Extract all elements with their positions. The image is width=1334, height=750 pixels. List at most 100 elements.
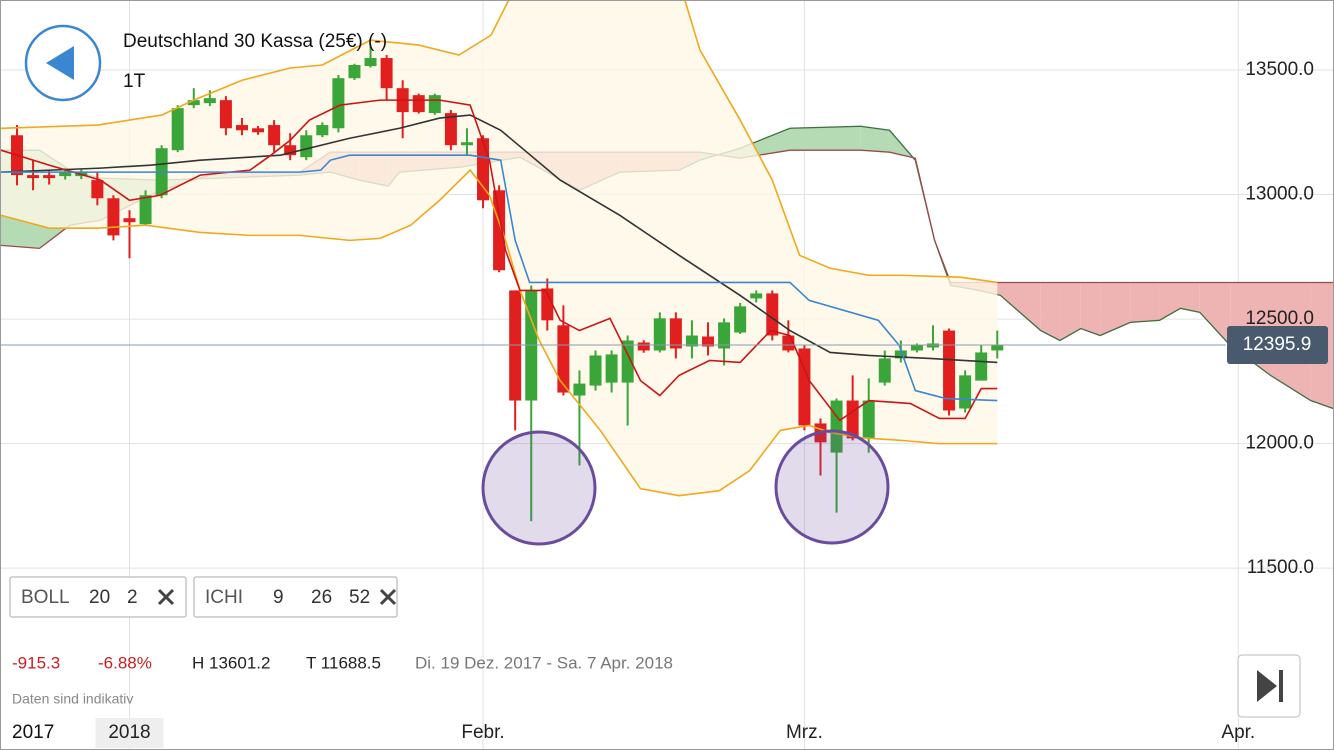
candle-body <box>589 355 602 386</box>
candle-body <box>750 293 763 299</box>
change: -915.3 <box>12 653 60 672</box>
cloud-segment <box>1059 282 1081 341</box>
candle-body <box>975 352 988 381</box>
candle-body <box>991 344 1004 351</box>
candle-body <box>107 198 120 236</box>
back-arrow[interactable] <box>46 46 74 80</box>
candle-body <box>460 142 473 146</box>
candle-body <box>139 195 152 225</box>
high: H 13601.2 <box>192 653 270 672</box>
period-label: 2017 <box>12 722 54 743</box>
candle-body <box>894 350 907 359</box>
chip-name: ICHI <box>205 587 243 608</box>
overlay-line <box>0 0 998 284</box>
candle-body <box>702 336 715 347</box>
x-tick-label: Mrz. <box>786 722 823 743</box>
highlight-circle <box>481 430 597 546</box>
last-price-box <box>1227 326 1328 365</box>
candle-body <box>27 175 40 179</box>
candle-body <box>798 348 811 426</box>
cloud-segment <box>1130 282 1160 323</box>
candle-body <box>718 322 731 349</box>
last-price-label: 12395.9 <box>1243 334 1312 355</box>
candle-body <box>621 340 634 383</box>
candle-body <box>653 318 666 351</box>
chip-param: 26 <box>311 587 332 608</box>
cloud-segment <box>1100 282 1131 336</box>
candle-body <box>316 125 329 136</box>
title: Deutschland 30 Kassa (25€) (-) <box>123 31 387 52</box>
candle-body <box>685 335 698 347</box>
cloud-segment <box>1199 282 1231 346</box>
highlight-circle <box>774 429 890 545</box>
candle-body <box>252 128 265 133</box>
y-tick-label: 11500.0 <box>1247 557 1314 578</box>
period-box <box>4 718 88 748</box>
y-tick-label: 13500.0 <box>1245 59 1314 80</box>
indicator-chips: BOLL 20 2 ICHI 9 26 52 <box>9 576 398 618</box>
change-pct: -6.88% <box>98 653 152 672</box>
candle-body <box>557 325 570 393</box>
candle-body <box>380 58 393 89</box>
y-tick-label: 12000.0 <box>1245 433 1314 454</box>
candle-body <box>187 100 200 106</box>
y-tick-label: 12500.0 <box>1245 308 1314 329</box>
chip-close[interactable] <box>379 588 397 606</box>
date-range: Di. 19 Dez. 2017 - Sa. 7 Apr. 2018 <box>415 653 673 672</box>
candle-body <box>669 318 682 349</box>
overlay-line <box>0 99 998 422</box>
chip-name: BOLL <box>21 587 70 608</box>
candle-body <box>910 345 923 351</box>
cloud-segment <box>1000 282 1041 331</box>
candle-body <box>734 306 747 333</box>
candle-body <box>605 354 618 383</box>
candle-body <box>943 330 956 411</box>
candle-body <box>766 293 779 336</box>
candle-body <box>493 190 506 271</box>
candle-body <box>637 342 650 351</box>
overlay-line <box>0 114 998 364</box>
interval: 1T <box>123 71 146 92</box>
cloud-segment <box>860 126 890 153</box>
band-fill <box>0 0 998 496</box>
candle-body <box>235 125 248 131</box>
candle-body <box>123 218 136 223</box>
candle-body <box>541 288 554 321</box>
x-tick-label: Apr. <box>1221 722 1255 743</box>
chip-param: 2 <box>127 587 138 608</box>
candle-body <box>959 375 972 409</box>
candle-body <box>219 100 232 129</box>
candle-body <box>412 95 425 113</box>
chip-param: 52 <box>349 587 370 608</box>
axes: 11500.0 12000.0 12500.0 13000.0 13500.0 2018 F… <box>95 59 1328 748</box>
chip-param: 9 <box>273 587 284 608</box>
candle-body <box>268 125 281 146</box>
x-tick-label: Febr. <box>461 722 504 743</box>
chip-param: 20 <box>89 587 110 608</box>
candle-body <box>862 400 875 439</box>
candle-body <box>300 135 313 158</box>
chip[interactable] <box>9 576 187 618</box>
chip-close[interactable] <box>157 588 175 606</box>
candle-body <box>444 113 457 146</box>
back-button[interactable] <box>24 24 102 102</box>
candle-body <box>428 95 441 114</box>
candle-body <box>43 175 56 179</box>
candle-body <box>91 180 104 199</box>
overlay-line <box>0 154 998 402</box>
period-box <box>95 718 164 748</box>
jump-end-bar[interactable] <box>1279 670 1283 702</box>
cloud-segment <box>1040 282 1060 341</box>
note: Daten sind indikativ <box>12 691 133 707</box>
candle-body <box>878 358 891 383</box>
jump-end-arrow[interactable] <box>1257 670 1277 702</box>
cloud-segment <box>789 126 861 151</box>
candle-body <box>348 65 361 79</box>
chip[interactable] <box>193 576 398 618</box>
candle-body <box>332 78 345 129</box>
candle-body <box>203 98 216 104</box>
y-tick-label: 13000.0 <box>1245 184 1314 205</box>
jump-end-button[interactable] <box>1237 654 1301 718</box>
